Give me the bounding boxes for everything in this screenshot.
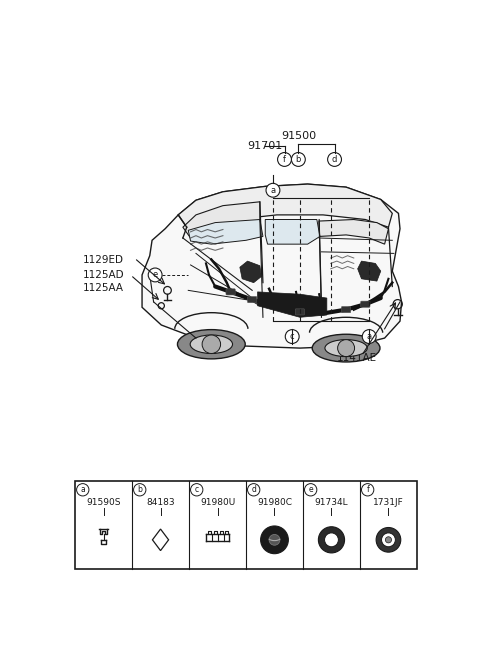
FancyBboxPatch shape (226, 289, 235, 295)
Polygon shape (358, 261, 381, 281)
Circle shape (328, 153, 341, 166)
Polygon shape (319, 219, 388, 244)
Circle shape (324, 533, 338, 547)
Text: a: a (270, 186, 276, 195)
Text: 1125AA: 1125AA (83, 283, 124, 293)
Text: a: a (80, 485, 85, 495)
Text: f: f (283, 155, 286, 164)
Text: 91980C: 91980C (257, 498, 292, 506)
Text: f: f (366, 485, 369, 495)
Polygon shape (265, 219, 320, 244)
Circle shape (304, 483, 317, 496)
FancyBboxPatch shape (341, 307, 351, 312)
Circle shape (266, 183, 280, 197)
Polygon shape (183, 202, 260, 238)
Polygon shape (258, 292, 327, 317)
FancyBboxPatch shape (295, 309, 304, 315)
Text: 91500: 91500 (281, 132, 316, 141)
Text: 91701: 91701 (248, 141, 283, 151)
Text: 91590S: 91590S (86, 498, 121, 506)
Ellipse shape (190, 335, 232, 354)
Text: c: c (290, 332, 295, 341)
Circle shape (318, 527, 345, 553)
Circle shape (133, 483, 146, 496)
Text: a: a (367, 332, 372, 341)
Circle shape (361, 483, 374, 496)
FancyBboxPatch shape (361, 301, 370, 307)
Circle shape (385, 536, 392, 543)
Text: d: d (251, 485, 256, 495)
Text: b: b (137, 485, 142, 495)
Circle shape (148, 268, 162, 282)
Text: 84183: 84183 (146, 498, 175, 506)
Polygon shape (142, 184, 402, 348)
Circle shape (248, 483, 260, 496)
FancyBboxPatch shape (248, 297, 257, 303)
Ellipse shape (312, 334, 380, 362)
Text: 1129ED: 1129ED (83, 255, 124, 265)
Polygon shape (178, 184, 392, 227)
Circle shape (376, 527, 401, 552)
Text: 91980U: 91980U (200, 498, 235, 506)
Ellipse shape (325, 340, 367, 356)
Text: 1141AE: 1141AE (337, 353, 377, 363)
Circle shape (285, 329, 299, 343)
Circle shape (202, 335, 221, 354)
Text: e: e (308, 485, 313, 495)
Text: b: b (296, 155, 301, 164)
Polygon shape (188, 219, 263, 244)
Circle shape (77, 483, 89, 496)
Circle shape (362, 329, 376, 343)
Text: 1125AD: 1125AD (83, 270, 124, 280)
Circle shape (191, 483, 203, 496)
Circle shape (261, 526, 288, 553)
Text: e: e (153, 271, 158, 280)
Circle shape (269, 534, 280, 545)
Ellipse shape (178, 329, 245, 359)
Text: 91734L: 91734L (315, 498, 348, 506)
Circle shape (291, 153, 305, 166)
Text: c: c (195, 485, 199, 495)
Text: d: d (332, 155, 337, 164)
Text: 1731JF: 1731JF (373, 498, 404, 506)
Polygon shape (240, 261, 262, 283)
Circle shape (382, 533, 396, 547)
Circle shape (277, 153, 291, 166)
Circle shape (337, 340, 355, 356)
